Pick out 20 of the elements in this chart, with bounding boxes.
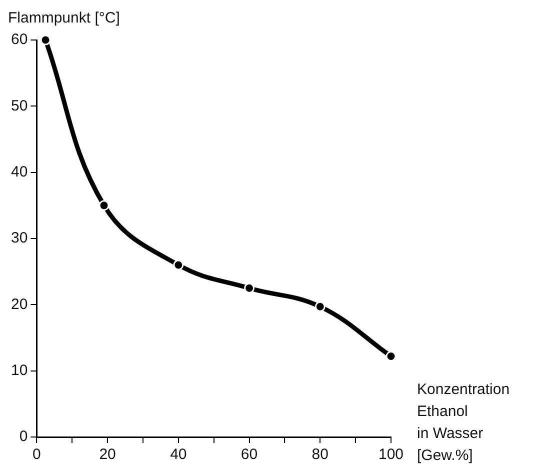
x-axis-title: Konzentration Ethanol in Wasser [Gew.%]: [417, 381, 510, 464]
point: [244, 282, 255, 294]
x-tick-label: 40: [170, 446, 187, 464]
point: [314, 301, 326, 312]
x-tick-label: 20: [99, 446, 116, 464]
y-tick-label: 40: [10, 163, 28, 180]
x-tick-label: 100: [378, 446, 404, 464]
point: [173, 260, 184, 270]
point: [98, 200, 110, 211]
y-axis-title: Flammpunkt [°C]: [8, 10, 120, 27]
y-tick-label: 30: [10, 230, 28, 247]
y-tick-label: 0: [19, 428, 28, 446]
y-tick-label: 60: [10, 31, 28, 48]
y-tick-label: 50: [10, 97, 28, 114]
x-tick-label: 60: [240, 446, 258, 464]
y-tick-label: 20: [10, 296, 28, 313]
x-tick-label: 80: [312, 446, 328, 464]
y-tick-label: 10: [10, 362, 28, 379]
point: [40, 34, 51, 46]
x-tick-label: 0: [32, 446, 41, 464]
